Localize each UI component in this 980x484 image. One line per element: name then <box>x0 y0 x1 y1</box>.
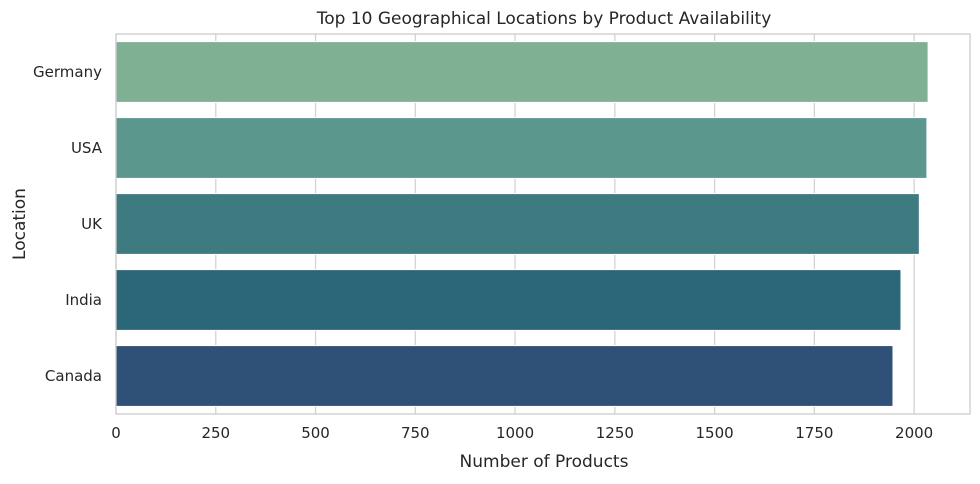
y-tick-labels: Germany USA UK India Canada <box>33 63 103 385</box>
y-axis-title: Location <box>10 188 30 260</box>
x-tick-label: 1000 <box>496 424 534 442</box>
x-tick-label: 1750 <box>795 424 833 442</box>
y-tick-label: India <box>65 291 102 309</box>
chart-title: Top 10 Geographical Locations by Product… <box>316 9 772 29</box>
x-axis-title: Number of Products <box>460 452 629 472</box>
x-tick-label: 0 <box>111 424 121 442</box>
bar-germany <box>115 41 929 103</box>
x-tick-label: 750 <box>401 424 430 442</box>
x-tick-labels: 0 250 500 750 1000 1250 1500 1750 2000 <box>111 424 933 442</box>
bars <box>115 41 929 407</box>
y-tick-label: UK <box>81 215 103 233</box>
y-tick-label: Canada <box>45 367 102 385</box>
bar-usa <box>115 117 928 179</box>
bar-canada <box>115 345 894 407</box>
bar-india <box>115 269 902 331</box>
y-tick-label: USA <box>71 139 103 157</box>
y-tick-label: Germany <box>33 63 102 81</box>
x-tick-label: 2000 <box>895 424 933 442</box>
x-tick-label: 500 <box>301 424 330 442</box>
bar-uk <box>115 193 920 255</box>
x-tick-label: 1250 <box>596 424 634 442</box>
x-tick-label: 250 <box>201 424 230 442</box>
plot-frame <box>115 33 971 415</box>
x-tick-label: 1500 <box>696 424 734 442</box>
